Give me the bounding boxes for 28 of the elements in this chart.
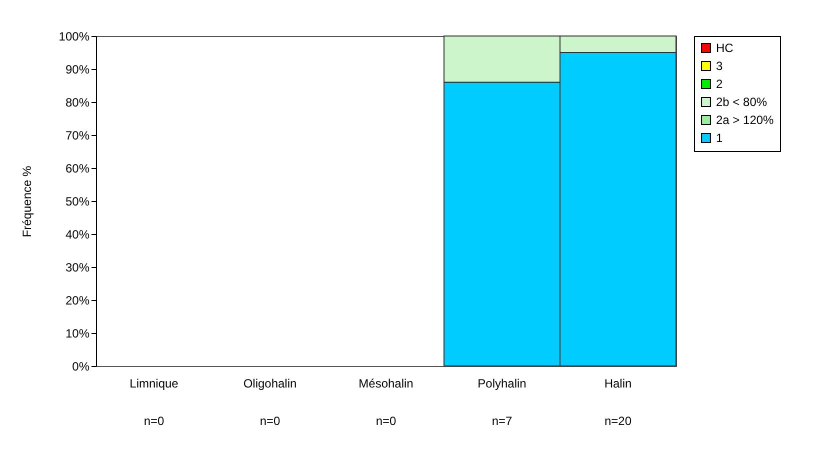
legend-label: 3 [716, 59, 723, 73]
x-tick-label: Limnique [130, 376, 179, 390]
text: n=0 [144, 414, 164, 428]
x-tick-label: Polyhalin [478, 376, 526, 390]
y-tick-label: 90% [65, 62, 90, 76]
y-tick-label: 70% [65, 128, 90, 142]
x-tick-label: Oligohalin [243, 376, 297, 390]
legend-label: 2a > 120% [716, 113, 774, 127]
text: n=0 [376, 414, 396, 428]
x-tick-label: Mésohalin [358, 376, 414, 390]
y-tick-label: 40% [65, 228, 90, 242]
y-tick-label: 20% [65, 294, 90, 308]
y-tick-label: 0% [72, 360, 90, 374]
y-tick-label: 10% [65, 326, 90, 340]
y-tick-label: 100% [58, 30, 90, 44]
x-tick-label: Halin [604, 376, 632, 390]
y-axis-title: Fréquence % [20, 165, 34, 238]
legend-label: HC [716, 41, 734, 55]
legend-label: 2 [716, 77, 723, 91]
y-tick-label: 80% [65, 96, 90, 110]
y-tick-label: 60% [65, 162, 90, 176]
y-tick-label: 50% [65, 194, 90, 208]
legend-label: 2b < 80% [716, 95, 768, 109]
y-tick-label: 30% [65, 260, 90, 274]
text: n=0 [260, 414, 280, 428]
text: n=20 [604, 414, 632, 428]
legend-label: 1 [716, 131, 723, 145]
text: n=7 [492, 414, 512, 428]
